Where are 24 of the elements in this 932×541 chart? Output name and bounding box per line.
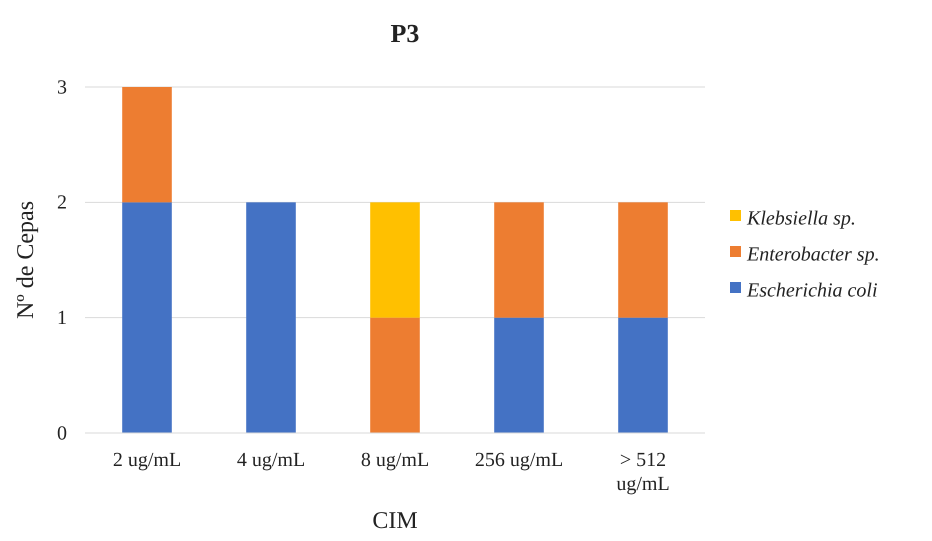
x-tick-label: 8 ug/mL <box>360 449 430 471</box>
bar <box>618 318 668 433</box>
y-tick-label: 0 <box>57 422 67 444</box>
y-tick-label: 3 <box>57 76 67 98</box>
chart-title: P3 <box>390 19 420 48</box>
bar <box>370 202 420 318</box>
x-tick-label: 256 ug/mL <box>474 449 564 471</box>
legend-label: Enterobacter sp. <box>746 244 880 266</box>
x-tick-label: 2 ug/mL <box>112 449 182 471</box>
y-axis-title: Nº de Cepas <box>13 200 39 320</box>
bar <box>494 318 544 433</box>
bar <box>618 202 668 318</box>
x-tick-label: 4 ug/mL <box>236 449 306 471</box>
x-axis-title: CIM <box>372 508 418 534</box>
y-tick-label: 2 <box>57 192 67 214</box>
legend-label: Escherichia coli <box>746 280 878 302</box>
bar <box>494 202 544 318</box>
bar <box>122 87 172 202</box>
bar <box>370 318 420 433</box>
bar <box>122 202 172 433</box>
legend-label: Klebsiella sp. <box>746 208 856 230</box>
bar <box>246 202 296 433</box>
x-tick-label: > 512 ug/mL <box>616 449 670 495</box>
y-tick-label: 1 <box>57 307 67 330</box>
